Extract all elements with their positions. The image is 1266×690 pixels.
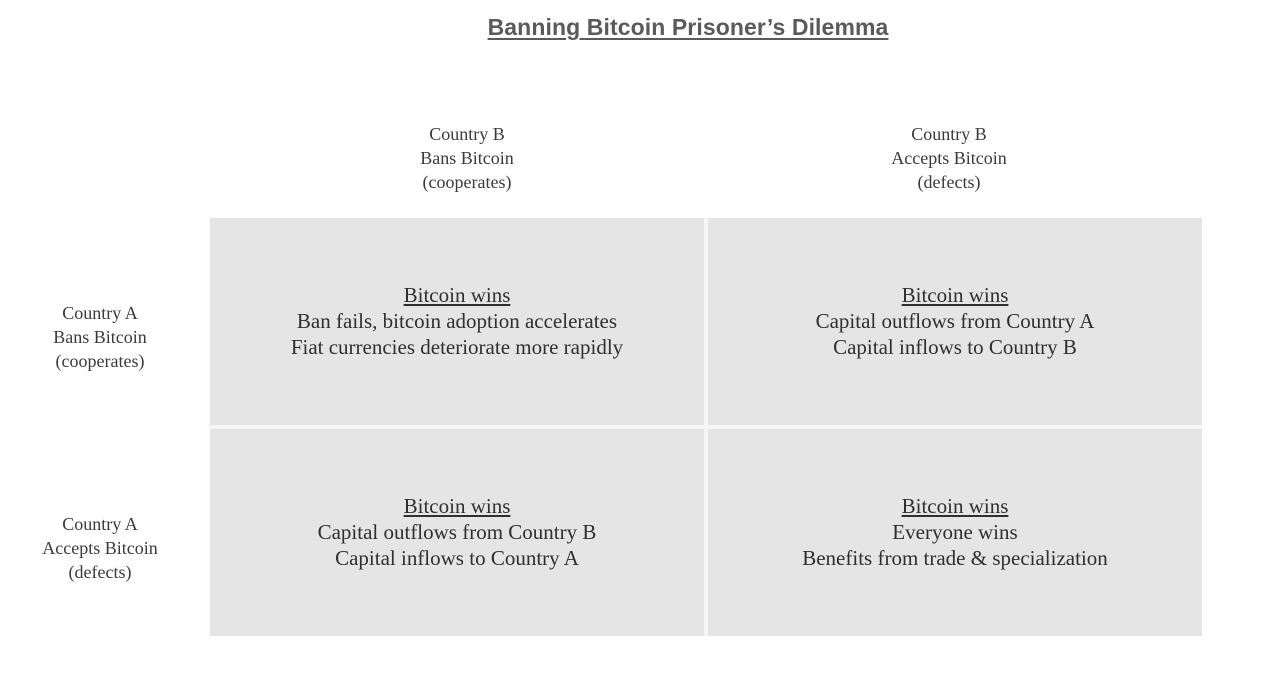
payoff-cell-a-accepts-b-bans: Bitcoin wins Capital outflows from Count… — [210, 429, 704, 636]
column-header-line: (cooperates) — [422, 172, 512, 192]
column-header-line: Accepts Bitcoin — [891, 148, 1007, 168]
cell-text: Fiat currencies deteriorate more rapidly — [290, 335, 624, 359]
row-header-line: Accepts Bitcoin — [42, 538, 158, 558]
column-header-line: (defects) — [917, 172, 981, 192]
row-header-country-a-accepts: Country A Accepts Bitcoin (defects) — [20, 512, 180, 584]
cell-text: Capital inflows to Country B — [833, 335, 1077, 359]
payoff-cell-both-ban: Bitcoin wins Ban fails, bitcoin adoption… — [210, 218, 704, 425]
cell-text: Capital inflows to Country A — [335, 546, 579, 570]
payoff-cell-both-accept: Bitcoin wins Everyone wins Benefits from… — [708, 429, 1202, 636]
column-header-line: Bans Bitcoin — [420, 148, 514, 168]
column-header-country-b-bans: Country B Bans Bitcoin (cooperates) — [317, 122, 617, 194]
cell-text: Benefits from trade & specialization — [802, 546, 1108, 570]
cell-heading: Bitcoin wins — [403, 283, 511, 307]
row-header-line: Country A — [62, 514, 138, 534]
row-header-line: (cooperates) — [55, 351, 145, 371]
column-header-line: Country B — [429, 124, 505, 144]
cell-text: Capital outflows from Country A — [815, 309, 1095, 333]
cell-heading: Bitcoin wins — [403, 494, 511, 518]
cell-text: Ban fails, bitcoin adoption accelerates — [296, 309, 618, 333]
cell-heading: Bitcoin wins — [901, 283, 1009, 307]
column-header-line: Country B — [911, 124, 987, 144]
column-header-country-b-accepts: Country B Accepts Bitcoin (defects) — [799, 122, 1099, 194]
cell-heading: Bitcoin wins — [901, 494, 1009, 518]
row-header-country-a-bans: Country A Bans Bitcoin (cooperates) — [20, 301, 180, 373]
cell-text: Capital outflows from Country B — [317, 520, 597, 544]
diagram-title: Banning Bitcoin Prisoner’s Dilemma — [487, 14, 889, 40]
row-header-line: Bans Bitcoin — [53, 327, 147, 347]
row-header-line: (defects) — [68, 562, 132, 582]
payoff-matrix: Bitcoin wins Ban fails, bitcoin adoption… — [210, 218, 1202, 636]
row-header-line: Country A — [62, 303, 138, 323]
payoff-cell-a-bans-b-accepts: Bitcoin wins Capital outflows from Count… — [708, 218, 1202, 425]
cell-text: Everyone wins — [892, 520, 1018, 544]
